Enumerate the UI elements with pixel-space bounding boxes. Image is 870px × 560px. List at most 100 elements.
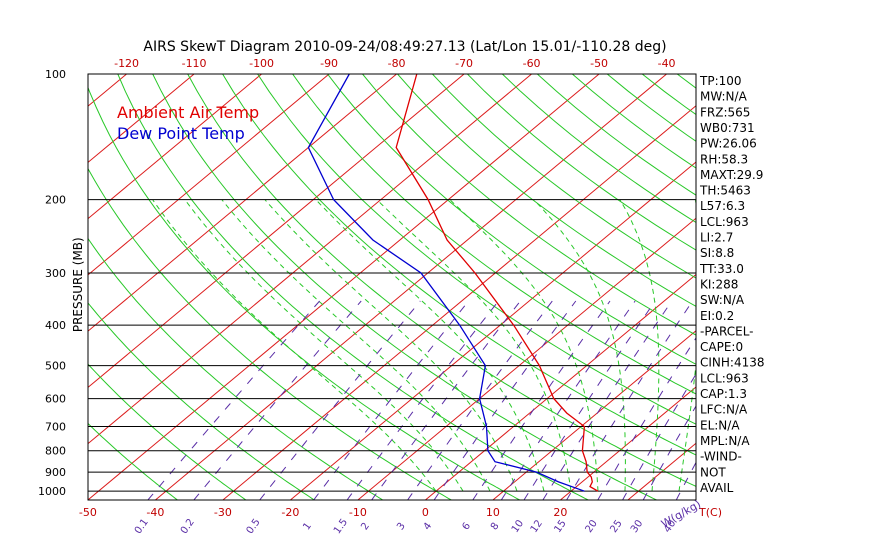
mixing-ratio-line [675, 461, 696, 500]
moist-adiabat [315, 199, 545, 492]
mixing-ratio-line [642, 405, 696, 500]
top-temp-tick-label: -110 [182, 57, 207, 70]
dry-adiabat [292, 74, 696, 395]
mixing-ratio-line [542, 300, 673, 500]
mixing-ratio-tick-label: 0.5 [245, 517, 263, 536]
legend: Ambient Air Temp Dew Point Temp [117, 103, 259, 143]
index-entry: NOT [700, 465, 726, 479]
index-entry: EI:0.2 [700, 309, 734, 323]
dry-adiabat [88, 86, 520, 500]
isotherm-line [88, 74, 532, 445]
legend-entry: Ambient Air Temp [117, 103, 259, 122]
mixing-ratio-line [193, 300, 362, 500]
index-entry: SW:N/A [700, 293, 745, 307]
mixing-ratio-tick-label: 0.2 [179, 517, 197, 536]
index-entry: EL:N/A [700, 418, 740, 432]
index-entry: LI:2.7 [700, 231, 733, 245]
dry-adiabat [747, 74, 870, 500]
dry-adiabat [187, 74, 696, 487]
index-entry: LCL:963 [700, 371, 749, 385]
bottom-temp-tick-label: 0 [422, 506, 429, 519]
pressure-tick-label: 800 [45, 445, 66, 458]
chart-title: AIRS SkewT Diagram 2010-09-24/08:49:27.1… [143, 39, 666, 55]
isotherm-line [88, 74, 262, 220]
isotherm-line [88, 74, 330, 276]
isotherm-line [88, 74, 465, 389]
mixing-ratio-tick-label: 30 [629, 518, 645, 535]
index-entry: MW:N/A [700, 90, 748, 104]
mixing-ratio-line [313, 300, 469, 500]
pressure-tick-label: 300 [45, 267, 66, 280]
top-temp-tick-label: -80 [388, 57, 406, 70]
mixing-ratio-tick-label: 6 [460, 521, 473, 533]
mixing-ratio-tick-label: 1.5 [332, 517, 350, 536]
mixing-ratio-tick-label: 3 [395, 521, 408, 533]
isotherm-line [222, 105, 696, 500]
index-entry: LFC:N/A [700, 403, 748, 417]
pressure-tick-label: 1000 [38, 485, 66, 498]
top-temp-tick-label: -100 [249, 57, 274, 70]
dry-adiabat [397, 74, 696, 307]
mixing-ratio-tick-label: 12 [529, 518, 545, 535]
dry-adiabat [432, 74, 696, 279]
mixing-ratio-tick-label: 10 [510, 518, 526, 535]
pressure-tick-label: 400 [45, 319, 66, 332]
plot-frame [87, 73, 697, 501]
ambient-temp-line [395, 74, 599, 492]
index-entry: L57:6.3 [700, 199, 745, 213]
index-entry: TH:5463 [699, 184, 751, 198]
index-entry: KI:288 [700, 277, 738, 291]
pressure-tick-label: 200 [45, 194, 66, 207]
dry-adiabat [501, 74, 696, 223]
mixing-ratio-line [147, 300, 320, 500]
bottom-axis-unit-label: T(C) [698, 506, 722, 519]
index-entry: PW:26.06 [700, 137, 757, 151]
isotherm-line [560, 386, 696, 500]
mixing-ratio-line [259, 300, 421, 500]
bottom-temp-tick-label: 20 [553, 506, 567, 519]
pressure-tick-label: 700 [45, 421, 66, 434]
isotherm-line [425, 273, 696, 500]
index-entry: RH:58.3 [700, 152, 748, 166]
index-entry: -WIND- [700, 450, 742, 464]
dewpoint-temp-line [307, 74, 585, 492]
isotherm-line [290, 161, 696, 500]
mixing-ratio-line [566, 300, 693, 500]
mixing-ratio-tick-label: 2 [359, 521, 372, 533]
dry-adiabat [88, 302, 315, 500]
dry-adiabat [362, 74, 696, 336]
index-entry: CAP:1.3 [700, 387, 747, 401]
mixing-ratio-tick-label: 8 [489, 521, 502, 533]
top-temp-tick-label: -120 [114, 57, 139, 70]
mixing-ratio-tick-label: 20 [584, 518, 600, 535]
mixing-ratio-line [622, 373, 696, 500]
isotherm-line [88, 74, 195, 164]
isotherm-line [155, 74, 667, 500]
dry-adiabat [467, 74, 696, 251]
isotherm-line [0, 74, 59, 500]
pressure-tick-label: 500 [45, 360, 66, 373]
moist-adiabat [221, 199, 491, 492]
index-entry: MAXT:29.9 [700, 168, 763, 182]
mixing-ratio-tick-label: 15 [552, 518, 568, 535]
mixing-ratio-unit-label: W(g/kg) [659, 498, 703, 531]
moist-adiabat [376, 199, 572, 492]
dry-adiabat [222, 74, 696, 456]
dry-adiabat [327, 74, 696, 365]
mixing-ratio-tick-label: 25 [608, 518, 624, 535]
isotherm-line [88, 74, 397, 332]
mixing-ratio-tick-label: 1 [301, 521, 314, 533]
dry-adiabat [257, 74, 696, 425]
dry-adiabat [152, 74, 657, 500]
isotherm-line [492, 330, 696, 500]
dry-adiabat [88, 363, 247, 500]
index-entry: -PARCEL- [700, 324, 754, 338]
index-entry: CAPE:0 [700, 340, 743, 354]
isotherm-line [88, 74, 127, 107]
index-entry: TP:100 [699, 74, 742, 88]
isotherm-line [830, 74, 870, 500]
index-entry: SI:8.8 [700, 246, 734, 260]
mixing-ratio-tick-label: 4 [422, 521, 435, 533]
